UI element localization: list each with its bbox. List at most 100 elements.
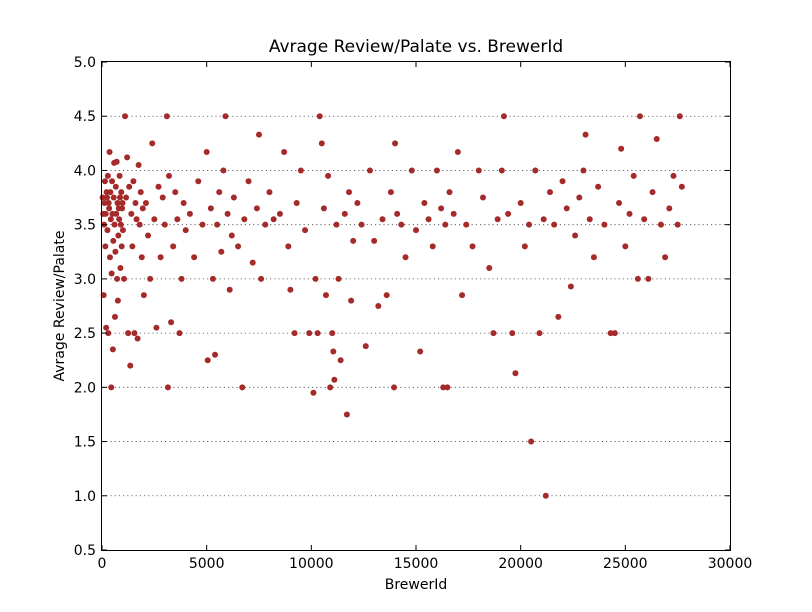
- data-point: [110, 237, 117, 244]
- data-point: [108, 384, 115, 391]
- data-point: [601, 221, 608, 228]
- scatter-points: [99, 113, 685, 499]
- data-point: [100, 292, 107, 299]
- data-point: [572, 232, 579, 239]
- data-point: [203, 149, 210, 156]
- data-point: [408, 167, 415, 174]
- data-point: [115, 232, 122, 239]
- data-point: [153, 324, 160, 331]
- data-point: [310, 389, 317, 396]
- data-point: [391, 384, 398, 391]
- data-point: [678, 183, 685, 190]
- data-point: [387, 189, 394, 196]
- data-point: [302, 227, 309, 234]
- data-point: [129, 243, 136, 250]
- data-point: [142, 199, 149, 206]
- data-point: [120, 275, 127, 282]
- data-point: [199, 221, 206, 228]
- data-point: [155, 183, 162, 190]
- data-point: [291, 330, 298, 337]
- data-point: [580, 167, 587, 174]
- data-point: [105, 199, 112, 206]
- data-point: [262, 221, 269, 228]
- data-point: [293, 199, 300, 206]
- data-point: [421, 199, 428, 206]
- data-point: [528, 438, 535, 445]
- grid-lines: [102, 115, 730, 497]
- data-point: [636, 113, 643, 120]
- x-tick-label: 20000: [498, 556, 543, 572]
- data-point: [104, 172, 111, 179]
- data-point: [253, 205, 260, 212]
- data-point: [126, 183, 133, 190]
- data-point: [235, 243, 242, 250]
- data-point: [542, 492, 549, 499]
- data-point: [512, 370, 519, 377]
- data-point: [442, 221, 449, 228]
- data-point: [226, 286, 233, 293]
- data-point: [107, 189, 114, 196]
- data-point: [108, 270, 115, 277]
- data-point: [486, 265, 493, 272]
- data-point: [532, 167, 539, 174]
- data-point: [413, 227, 419, 234]
- data-point: [123, 194, 130, 201]
- y-tick-label: 1.5: [74, 435, 96, 451]
- data-point: [230, 194, 237, 201]
- data-point: [590, 254, 597, 261]
- y-tick-label: 1.0: [74, 489, 96, 505]
- data-point: [114, 199, 121, 206]
- data-point: [540, 216, 547, 223]
- data-point: [475, 167, 482, 174]
- y-tick-label: 0.5: [74, 543, 96, 559]
- data-point: [134, 335, 141, 342]
- data-point: [102, 210, 109, 217]
- data-point: [563, 205, 570, 212]
- data-point: [116, 172, 123, 179]
- data-point: [517, 199, 524, 206]
- data-point: [622, 243, 629, 250]
- data-point: [626, 210, 633, 217]
- data-point: [117, 194, 124, 201]
- data-point: [551, 221, 558, 228]
- data-point: [172, 189, 179, 196]
- data-point: [163, 113, 170, 120]
- data-point: [375, 303, 382, 309]
- data-point: [159, 194, 166, 201]
- data-point: [312, 275, 319, 282]
- data-point: [653, 135, 660, 142]
- data-point: [641, 216, 648, 223]
- data-point: [174, 216, 181, 223]
- data-point: [106, 254, 113, 261]
- data-point: [676, 113, 683, 120]
- x-axis-label: BrewerId: [385, 577, 448, 593]
- data-point: [366, 167, 373, 174]
- data-point: [218, 248, 225, 255]
- data-point: [164, 384, 171, 391]
- data-point: [109, 178, 116, 185]
- data-point: [138, 254, 145, 261]
- data-point: [110, 194, 117, 201]
- data-point: [107, 216, 114, 223]
- data-point: [459, 292, 466, 299]
- data-point: [270, 216, 277, 223]
- data-point: [239, 384, 246, 391]
- x-tick-label: 30000: [708, 556, 753, 572]
- data-point: [165, 172, 172, 179]
- data-point: [394, 210, 401, 217]
- data-point: [498, 167, 505, 174]
- data-point: [469, 243, 476, 250]
- data-point: [178, 275, 185, 282]
- data-point: [276, 210, 283, 217]
- x-tick-label: 10000: [289, 556, 334, 572]
- data-point: [106, 205, 113, 212]
- data-point: [285, 243, 292, 250]
- data-point: [149, 140, 156, 147]
- data-point: [546, 189, 553, 196]
- data-point: [111, 221, 118, 228]
- data-point: [320, 205, 327, 212]
- data-point: [330, 348, 337, 355]
- data-point: [348, 297, 355, 304]
- data-point: [104, 227, 111, 234]
- data-point: [241, 216, 248, 223]
